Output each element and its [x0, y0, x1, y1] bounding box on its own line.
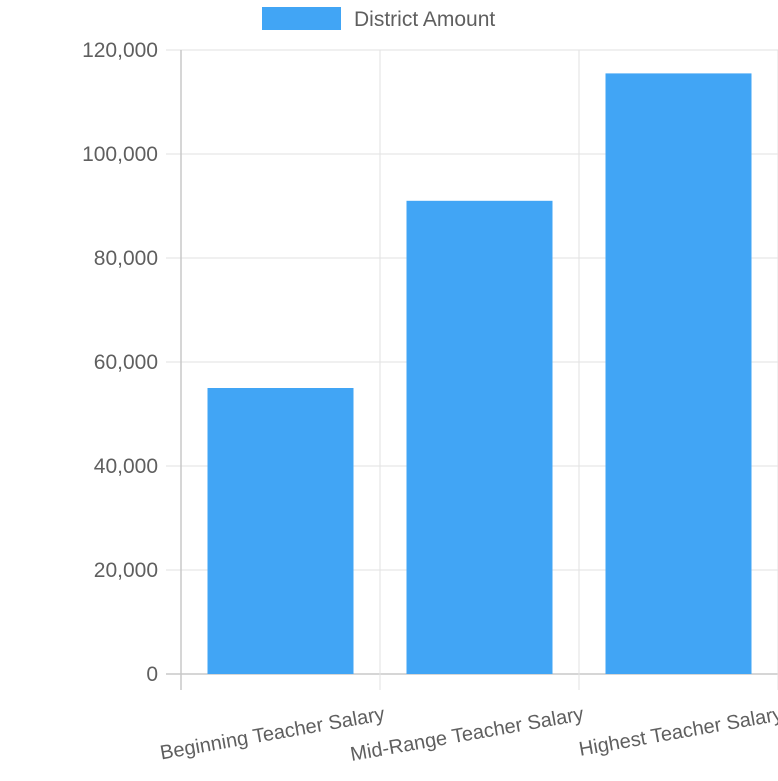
x-tick-label: Highest Teacher Salary	[577, 703, 778, 761]
bars	[207, 73, 752, 675]
bar[interactable]	[605, 73, 752, 674]
legend[interactable]: District Amount	[262, 7, 495, 31]
y-tick-label: 20,000	[94, 559, 158, 582]
axes	[180, 50, 778, 690]
y-tick-label: 60,000	[94, 351, 158, 374]
y-tick-label: 100,000	[82, 143, 158, 166]
x-tick-label: Mid-Range Teacher Salary	[349, 703, 586, 766]
bar[interactable]	[207, 388, 354, 674]
legend-swatch[interactable]	[262, 7, 341, 30]
y-tick-label: 0	[146, 663, 158, 686]
y-axis-ticks: 0 20,000 40,000 60,000 80,000 100,000 120,000	[82, 39, 158, 686]
y-tick-label: 80,000	[94, 247, 158, 270]
y-tick-label: 120,000	[82, 39, 158, 62]
bar[interactable]	[406, 200, 553, 675]
y-tick-label: 40,000	[94, 455, 158, 478]
legend-label[interactable]: District Amount	[354, 8, 495, 31]
